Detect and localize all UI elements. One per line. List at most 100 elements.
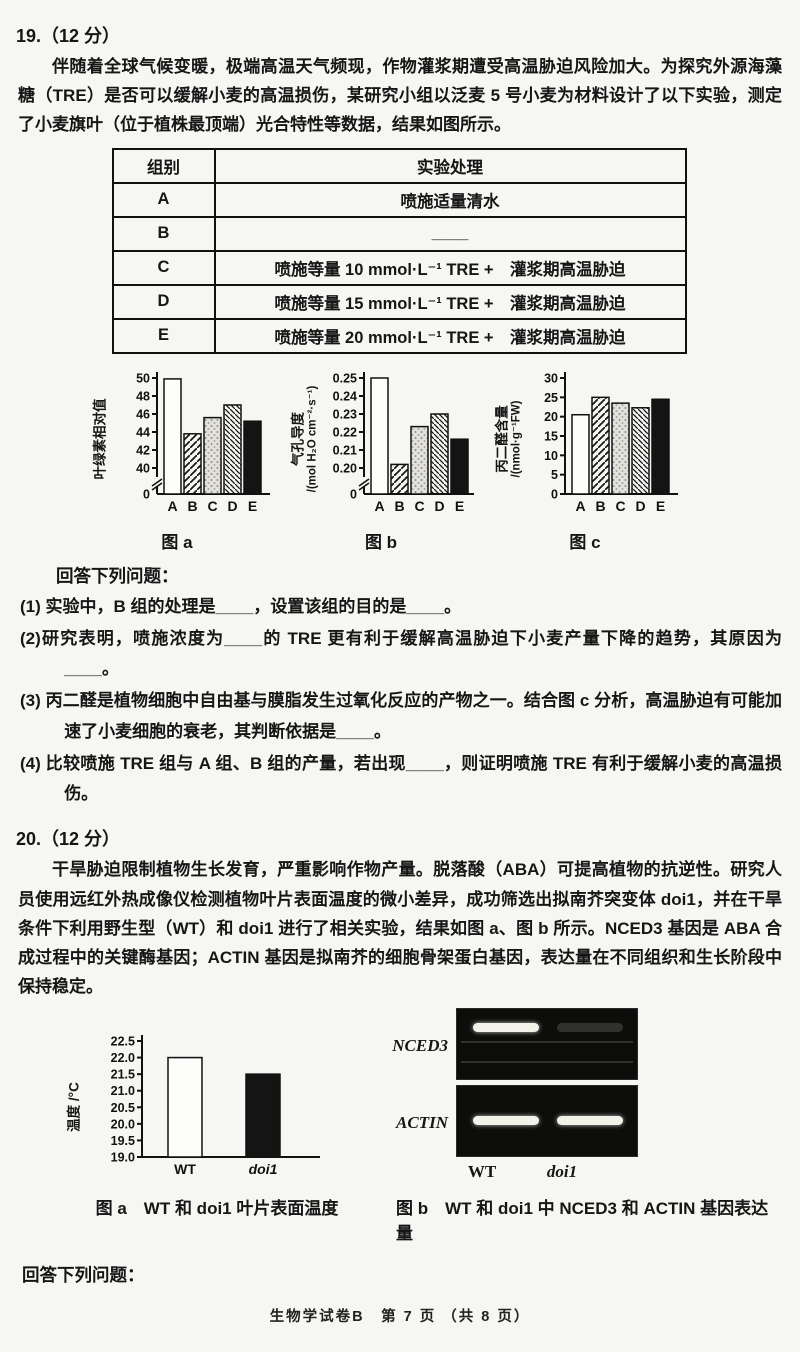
bar-chart-a: 40 42 44 46 48 50 0 A B C D E [120,364,272,527]
y-tick-label: 22.0 [111,1051,135,1065]
y-tick-label: 20.5 [111,1100,135,1114]
ylabel-text: 丙二醛含量 [494,404,510,473]
experiment-table: 组别 实验处理 A 喷施适量清水 B ____ C 喷施等量 10 mmol·L⁻¹ TR… [111,147,687,354]
q20-fig-a-caption: 图 a WT 和 doi1 叶片表面温度 [95,1198,339,1218]
y-tick-label: 42 [136,443,150,457]
q19-item-1: (1) 实验中，B 组的处理是____，设置该组的目的是____。 [20,596,462,616]
gel-label-actin: ACTIN [396,1113,448,1133]
gel-band-wt-nced3 [473,1022,539,1032]
x-category-label: D [434,498,444,514]
q19-figures-row: 叶绿素相对值 40 42 44 46 48 50 0 A B C D E 图 a 气孔导度 /(mol… [82,364,782,553]
table-cell: A [111,181,216,218]
bar-A [370,376,389,495]
y-tick-zero: 0 [350,487,357,501]
q20-figure-a-ylabel: 温度 /°C [56,1027,94,1187]
bar-chart-svg: 0.20 0.21 0.22 0.23 0.24 0.25 0 A B C D E [333,371,474,514]
figure-a-ylabel: 叶绿素相对值 [82,364,120,514]
bar-chart-svg: 19.0 19.5 20.0 20.5 21.0 21.5 22.0 22.5 WT doi1 [111,1034,320,1177]
bar-A [163,377,182,495]
page-footer: 生物学试卷B 第 7 页 （共 8 页） [269,1309,531,1325]
q19-number: 19.（12 分） [16,26,121,46]
gel-streak [461,1040,633,1043]
bar-chart-svg: 40 42 44 46 48 50 0 A B C D E [136,371,270,514]
table-cell: ____ [213,215,687,252]
gel-lane-wt: WT [467,1161,497,1181]
y-tick-label: 15 [544,429,558,443]
table-cell: E [111,317,216,354]
q19-intro-paragraph: 伴随着全球气候变暖，极端高温天气频现，作物灌浆期遭受高温胁迫风险加大。为探究外源… [18,57,782,135]
figure-c-caption: 图 c [569,532,601,552]
q20-number: 20.（12 分） [16,829,121,850]
q19-item-3: (3) 丙二醛是植物细胞中自由基与膜脂发生过氧化反应的产物之一。结合图 c 分析… [20,691,782,741]
bar-C [611,402,630,495]
y-tick-label: 20 [544,410,558,424]
x-category-label: B [595,498,605,514]
q19-item-2: (2)研究表明，喷施浓度为____的 TRE 更有利于缓解高温胁迫下小麦产量下降… [20,628,782,679]
x-category-label: E [248,498,257,514]
y-tick-label: 21.5 [111,1067,135,1081]
y-tick-label: 10 [544,449,558,463]
bar-B [591,396,610,495]
x-category-label: A [575,498,585,514]
table-header-treatment: 实验处理 [213,147,687,184]
y-tick-label: 0.21 [333,443,357,457]
figure-b-ylabel: 气孔导度 /(mol H₂O cm⁻²·s⁻¹) [286,364,324,514]
ylabel-text: 气孔导度 [290,411,306,466]
gel-row-nced3: NCED3 [370,1007,638,1085]
table-cell: C [111,249,216,286]
y-tick-label: 48 [136,389,150,403]
x-category-label: D [635,498,645,514]
q20-intro-paragraph: 干旱胁迫限制植物生长发育，严重影响作物产量。脱落酸（ABA）可提高植物的抗逆性。… [18,860,782,997]
y-tick-label: 25 [544,391,558,405]
y-tick-label: 20.0 [111,1117,135,1131]
q20-answer-prompt: 回答下列问题： [22,1264,145,1285]
y-tick-label: 0.20 [333,461,357,475]
x-category-label: C [207,498,217,514]
figure-a: 叶绿素相对值 40 42 44 46 48 50 0 A B C D E 图 a [82,364,272,553]
y-tick-label: 0.24 [333,389,357,403]
table-row: D 喷施等量 15 mmol·L⁻¹ TRE + 灌浆期高温胁迫 [111,283,687,320]
table-cell: 喷施适量清水 [213,181,687,218]
q20-captions-row: 图 a WT 和 doi1 叶片表面温度 图 b WT 和 doi1 中 NCE… [72,1194,782,1244]
y-tick-label: 44 [136,425,150,439]
figure-a-caption: 图 a [161,532,193,552]
bar-D [430,412,449,495]
y-tick-label: 30 [544,371,558,385]
q19-item-4: (4) 比较喷施 TRE 组与 A 组、B 组的产量，若出现____，则证明喷施… [20,753,782,804]
figure-c: 丙二醛含量 /(nmol·g⁻¹FW) 0 5 10 15 20 25 30 A B C D E 图 … [490,364,680,553]
bar-chart-b: 0.20 0.21 0.22 0.23 0.24 0.25 0 A B C D E [324,364,476,527]
q20-fig-b-caption: 图 b WT 和 doi1 中 NCED3 和 ACTIN 基因表达量 [396,1198,769,1243]
gel-streak [461,1060,633,1063]
gel-band-doi1-actin [557,1115,623,1125]
x-category-label: A [374,498,384,514]
y-tick-label: 21.0 [111,1084,135,1098]
bar-chart-svg: 0 5 10 15 20 25 30 A B C D E [544,371,678,514]
y-tick-label: 40 [136,461,150,475]
bar-chart-c: 0 5 10 15 20 25 30 A B C D E [528,364,680,527]
table-cell: 喷施等量 20 mmol·L⁻¹ TRE + 灌浆期高温胁迫 [213,317,687,354]
bar-WT [167,1056,203,1158]
bar-B [183,432,202,495]
gel-band-wt-actin [473,1115,539,1125]
figure-c-ylabel: 丙二醛含量 /(nmol·g⁻¹FW) [490,364,528,514]
figure-b-caption: 图 b [364,532,398,552]
q20-figure-a: 温度 /°C 19.0 19.5 20.0 20.5 21.0 21.5 22.0 22.5 W… [56,1027,322,1190]
y-tick-zero: 0 [143,487,150,501]
y-tick-label: 0.23 [333,407,357,421]
table-cell: 喷施等量 15 mmol·L⁻¹ TRE + 灌浆期高温胁迫 [213,283,687,320]
table-header-group: 组别 [111,147,216,184]
x-category-label: E [455,498,464,514]
bar-C [203,416,222,495]
y-tick-label: 0.22 [333,425,357,439]
x-category-label: WT [174,1161,196,1177]
y-tick-label: 19.5 [111,1134,135,1148]
gel-lane-doi1: doi1 [546,1161,578,1181]
table-cell: B [111,215,216,252]
table-row: B ____ [111,215,687,252]
table-row: C 喷施等量 10 mmol·L⁻¹ TRE + 灌浆期高温胁迫 [111,249,687,286]
table-cell: D [111,283,216,320]
gel-row-actin: ACTIN [370,1084,638,1162]
x-category-label: doi1 [249,1161,278,1177]
bar-A [571,413,590,495]
